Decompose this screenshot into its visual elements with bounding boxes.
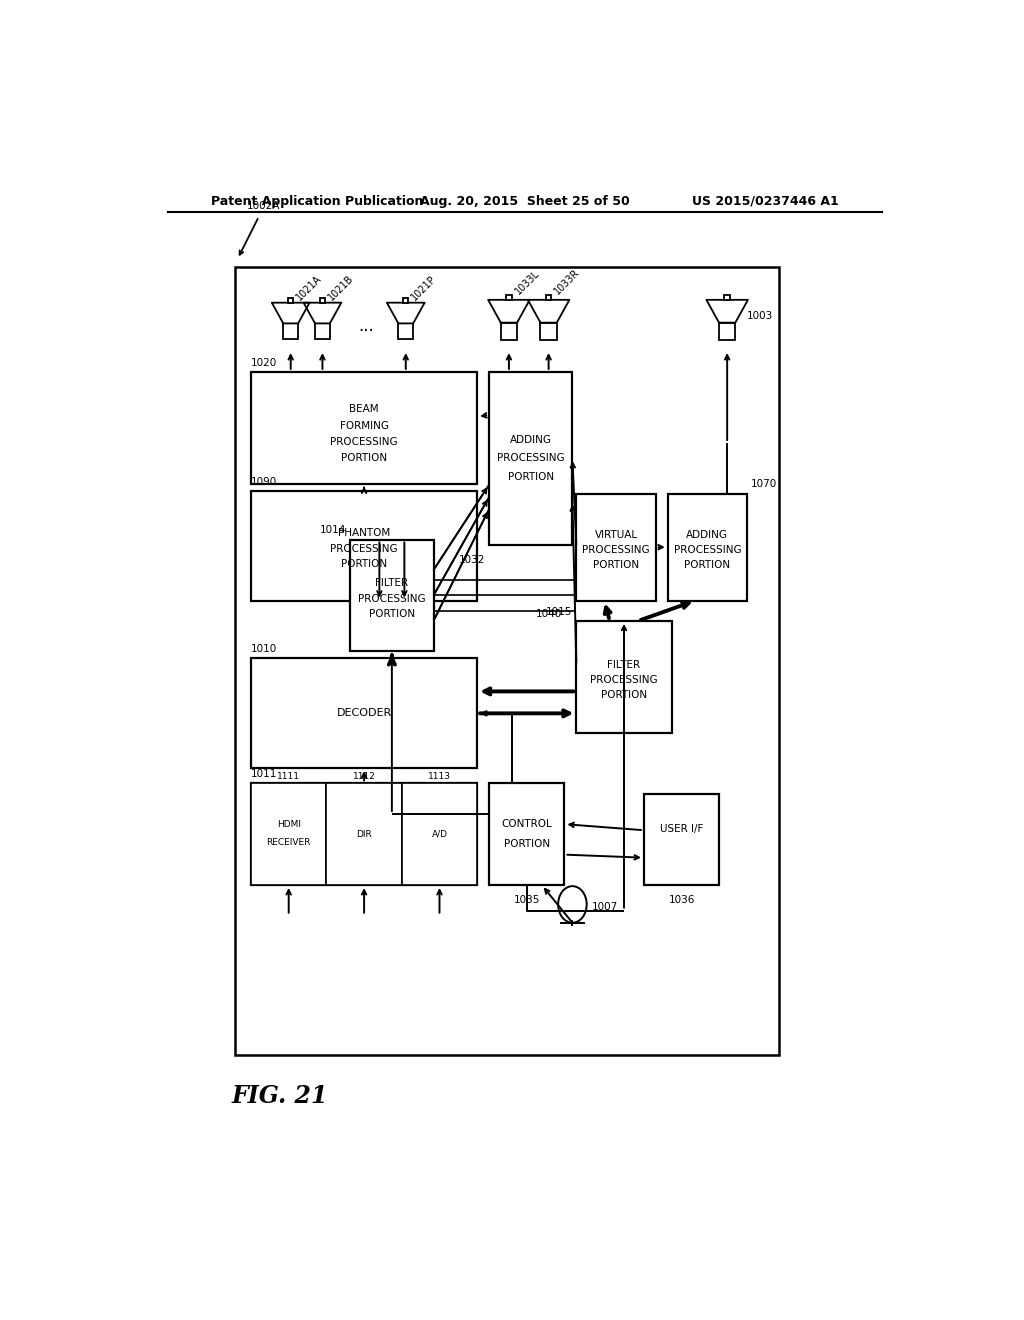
Text: FORMING: FORMING — [340, 421, 388, 430]
Text: 1036: 1036 — [669, 895, 694, 906]
Text: 1010: 1010 — [251, 644, 278, 655]
Text: ADDING: ADDING — [510, 436, 552, 445]
Bar — [577, 494, 655, 601]
Text: ...: ... — [358, 317, 374, 335]
Bar — [489, 372, 572, 545]
Bar — [489, 784, 564, 886]
Text: PROCESSING: PROCESSING — [358, 594, 426, 603]
Text: 1021A: 1021A — [295, 273, 324, 302]
Text: 1021P: 1021P — [410, 273, 438, 302]
Text: 1111: 1111 — [278, 772, 300, 781]
Text: Aug. 20, 2015  Sheet 25 of 50: Aug. 20, 2015 Sheet 25 of 50 — [420, 194, 630, 207]
Text: FILTER: FILTER — [607, 660, 641, 669]
Polygon shape — [271, 302, 309, 323]
Text: PROCESSING: PROCESSING — [583, 545, 650, 556]
Bar — [546, 294, 551, 300]
Polygon shape — [527, 300, 569, 322]
Text: PORTION: PORTION — [369, 609, 415, 619]
Bar — [506, 294, 512, 300]
Text: 1113: 1113 — [428, 772, 451, 781]
Text: 1014: 1014 — [319, 525, 346, 536]
Bar — [236, 267, 779, 1055]
Text: PHANTOM: PHANTOM — [338, 528, 390, 539]
Bar — [403, 298, 409, 302]
Text: VIRTUAL: VIRTUAL — [595, 529, 638, 540]
Text: DIR: DIR — [356, 830, 372, 838]
Text: 1021B: 1021B — [327, 273, 355, 302]
Text: CONTROL: CONTROL — [502, 820, 552, 829]
Bar — [327, 784, 401, 886]
Text: A/D: A/D — [431, 830, 447, 838]
Bar — [398, 323, 413, 339]
Polygon shape — [303, 302, 341, 323]
Text: PORTION: PORTION — [508, 471, 554, 482]
Text: PROCESSING: PROCESSING — [331, 437, 398, 447]
Bar — [251, 784, 327, 886]
Text: PROCESSING: PROCESSING — [331, 544, 398, 553]
Text: 1040: 1040 — [536, 609, 562, 619]
Text: FILTER: FILTER — [376, 578, 409, 589]
Bar — [541, 322, 557, 339]
Bar — [401, 784, 477, 886]
Text: PROCESSING: PROCESSING — [590, 675, 657, 685]
Bar — [315, 323, 330, 339]
Text: BEAM: BEAM — [349, 404, 379, 414]
Text: HDMI: HDMI — [276, 820, 301, 829]
Text: 1035: 1035 — [514, 895, 540, 906]
Bar — [350, 540, 433, 651]
Text: PORTION: PORTION — [684, 561, 730, 570]
Text: FIG. 21: FIG. 21 — [231, 1084, 328, 1107]
Text: PROCESSING: PROCESSING — [674, 545, 741, 556]
Bar — [251, 659, 477, 768]
Bar — [725, 294, 730, 300]
Text: PROCESSING: PROCESSING — [497, 453, 564, 463]
Text: US 2015/0237446 A1: US 2015/0237446 A1 — [691, 194, 839, 207]
Text: 1033L: 1033L — [513, 268, 541, 297]
Bar — [289, 298, 293, 302]
Text: 1020: 1020 — [251, 358, 278, 368]
Polygon shape — [707, 300, 748, 322]
Bar — [251, 491, 477, 601]
Text: Patent Application Publication: Patent Application Publication — [211, 194, 424, 207]
Polygon shape — [488, 300, 529, 322]
Text: ADDING: ADDING — [686, 529, 728, 540]
Polygon shape — [387, 302, 425, 323]
Text: PORTION: PORTION — [601, 690, 647, 700]
Text: PORTION: PORTION — [341, 453, 387, 463]
Bar — [251, 372, 477, 483]
Text: 1070: 1070 — [751, 479, 777, 488]
Text: 1015: 1015 — [546, 607, 572, 616]
Bar — [644, 793, 719, 886]
Bar — [719, 322, 735, 339]
Bar — [321, 298, 325, 302]
Text: PORTION: PORTION — [504, 840, 550, 850]
Text: 1090: 1090 — [251, 477, 278, 487]
Text: USER I/F: USER I/F — [659, 824, 703, 834]
Bar — [501, 322, 517, 339]
Text: 1032: 1032 — [459, 554, 485, 565]
Bar — [668, 494, 748, 601]
Text: 1003: 1003 — [748, 312, 773, 321]
Bar — [284, 323, 298, 339]
Text: 1011: 1011 — [251, 770, 278, 779]
Text: 1112: 1112 — [352, 772, 376, 781]
Text: PORTION: PORTION — [593, 561, 639, 570]
Text: RECEIVER: RECEIVER — [266, 838, 311, 847]
Text: DECODER: DECODER — [337, 709, 392, 718]
Text: PORTION: PORTION — [341, 558, 387, 569]
Text: 1033R: 1033R — [553, 268, 582, 297]
Bar — [577, 620, 672, 733]
Text: 1002A: 1002A — [247, 201, 281, 211]
Text: 1007: 1007 — [592, 903, 618, 912]
Bar — [251, 784, 477, 886]
